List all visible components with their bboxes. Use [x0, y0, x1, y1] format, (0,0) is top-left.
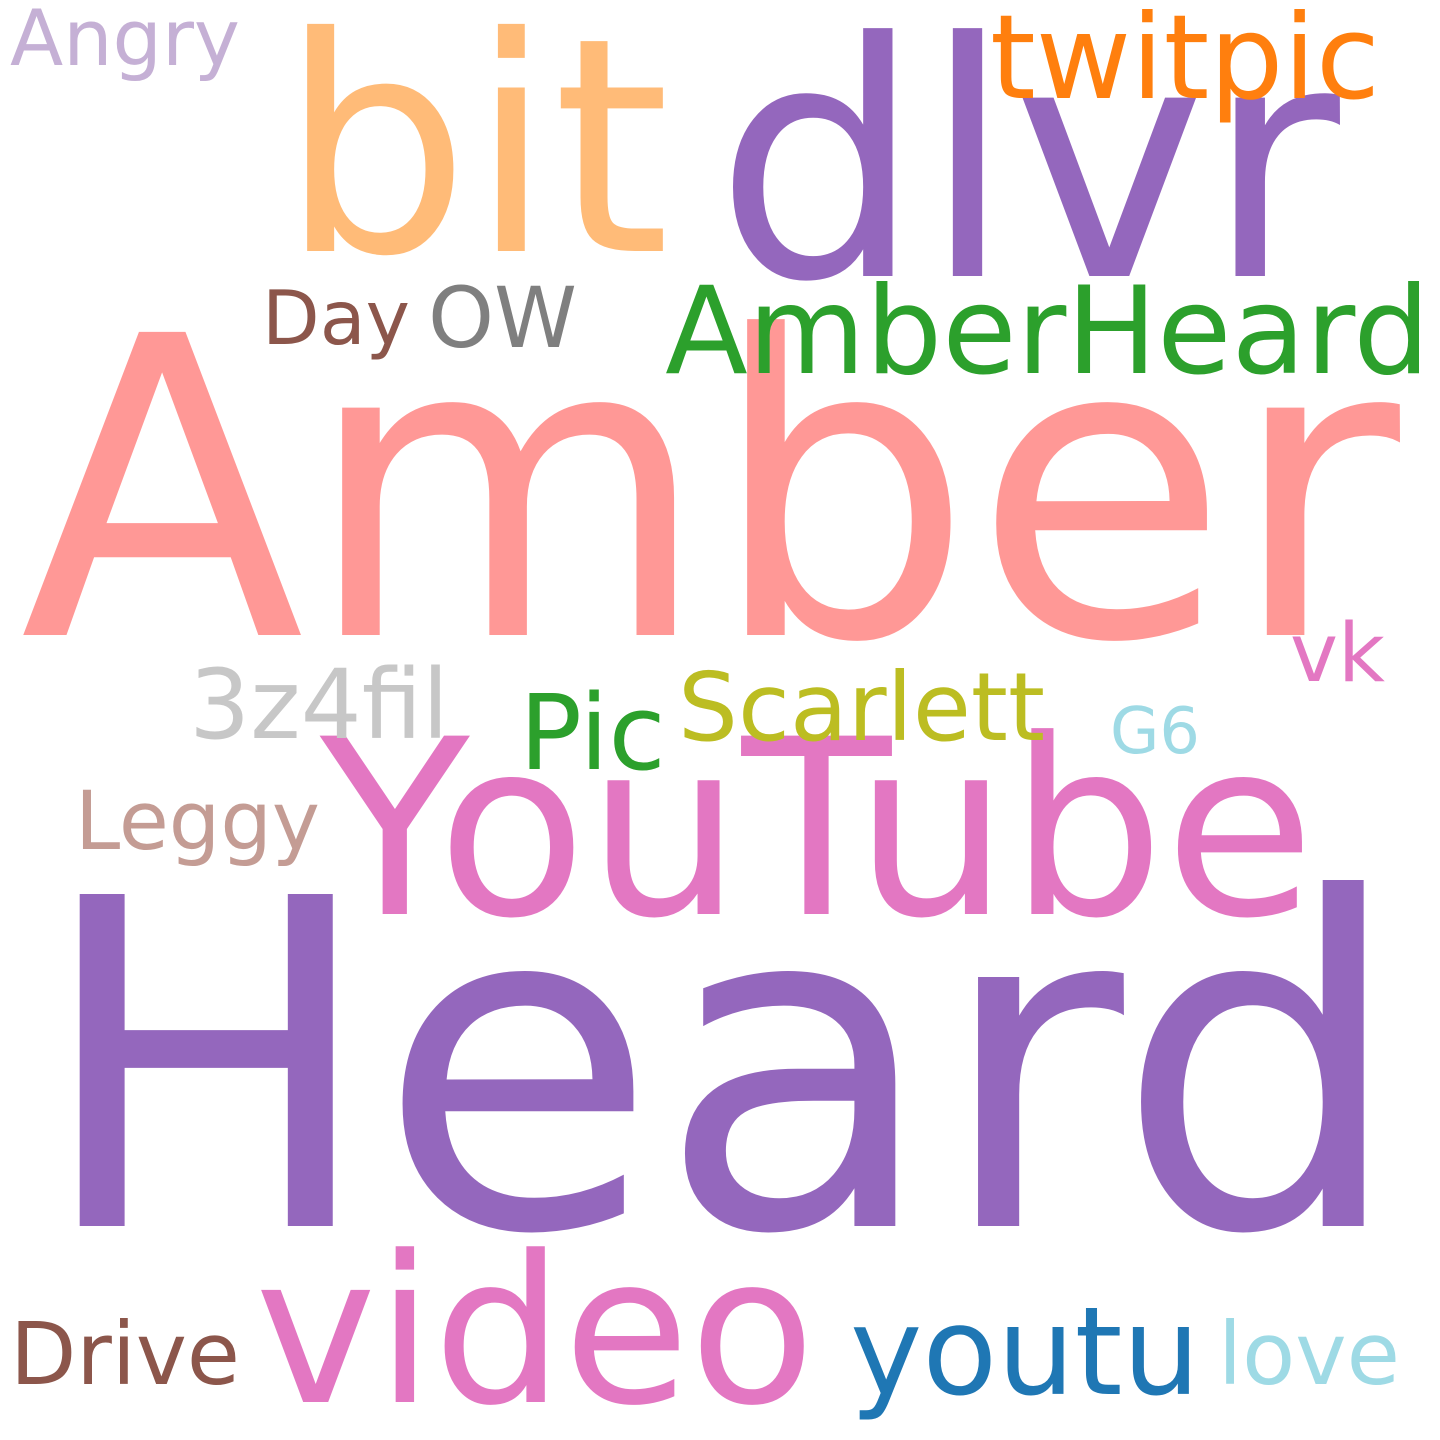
word-video: video: [255, 1212, 815, 1440]
word-leggy: Leggy: [75, 774, 320, 869]
word-heard: Heard: [35, 804, 1405, 1335]
word-day-text: Day: [262, 273, 410, 362]
word-love-text: love: [1218, 1303, 1400, 1405]
word-youtube: YouTube: [320, 686, 1315, 972]
word-bit: bit: [280, 0, 670, 299]
word-bit-text: bit: [280, 0, 670, 322]
word-day: Day: [262, 273, 410, 362]
word-heard-text: Heard: [35, 804, 1405, 1335]
word-amber-text: Amber: [20, 249, 1400, 734]
word-dlvr-text: dlvr: [715, 0, 1340, 353]
word-love: love: [1218, 1303, 1400, 1405]
word-drive: Drive: [10, 1304, 240, 1405]
word-youtu: youtu: [850, 1291, 1200, 1413]
word-leggy-text: Leggy: [75, 774, 320, 869]
word-youtu-text: youtu: [850, 1281, 1200, 1424]
word-drive-text: Drive: [10, 1304, 240, 1405]
word-video-text: video: [255, 1212, 815, 1440]
word-amberheard-text: AmberHeard: [665, 261, 1430, 403]
word-amberheard: AmberHeard: [665, 261, 1430, 403]
word-dlvr: dlvr: [715, 0, 1340, 326]
word-vk-text: vk: [1290, 607, 1385, 702]
word-angry-text: Angry: [10, 0, 240, 85]
word-vk: vk: [1290, 614, 1385, 695]
word-g6-text: G6: [1110, 694, 1200, 769]
word-3z4fil-text: 3z4fil: [189, 649, 449, 761]
word-scarlett: Scarlett: [678, 653, 1045, 764]
word-youtube-text: YouTube: [320, 686, 1315, 972]
word-angry: Angry: [10, 0, 240, 85]
word-pic: Pic: [519, 671, 666, 794]
word-3z4fil: 3z4fil: [189, 657, 449, 753]
word-scarlett-text: Scarlett: [678, 653, 1045, 764]
word-ow-text: OW: [428, 268, 577, 367]
word-ow: OW: [428, 268, 577, 367]
word-twitpic-text: twitpic: [990, 0, 1380, 126]
word-pic-text: Pic: [519, 671, 666, 794]
word-amber: Amber: [20, 249, 1400, 734]
word-twitpic: twitpic: [990, 0, 1380, 117]
word-g6: G6: [1110, 694, 1200, 769]
